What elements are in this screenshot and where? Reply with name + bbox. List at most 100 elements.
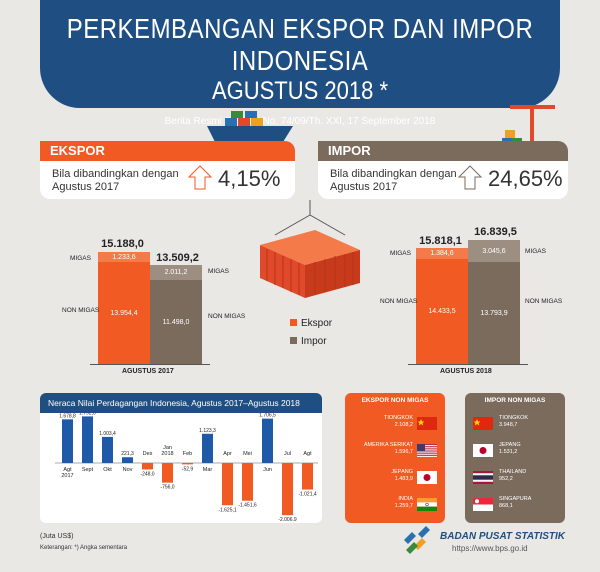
neraca-value-label: 1.003,4: [99, 431, 116, 437]
legend-impor-label: Impor: [301, 336, 327, 347]
header-banner: PERKEMBANGAN EKSPOR DAN IMPOR INDONESIA …: [40, 0, 560, 127]
axis-line: [90, 364, 210, 365]
country-item: INDIA 1.259,7: [345, 493, 445, 517]
ekspor-compare-line2: Agustus 2017: [52, 181, 120, 193]
migas-label: MIGAS: [390, 250, 411, 257]
impor-2017-migas: 2.011,2: [150, 265, 202, 280]
flag-icon: [473, 498, 493, 511]
neraca-month-label: Sept: [82, 467, 94, 473]
up-arrow-icon: [458, 165, 482, 190]
impor-nonmigas-title: IMPOR NON MIGAS: [484, 397, 546, 404]
impor-2018-migas: 3.045,6: [468, 240, 520, 262]
impor-2018-bar: 3.045,6 13.793,9: [468, 240, 520, 364]
country-value: 1.259,7: [394, 503, 413, 509]
neraca-month-label: 2018: [161, 451, 173, 457]
country-item: TIONGKOK 3.948,7: [465, 412, 565, 436]
neraca-value-label: 221,3: [121, 451, 134, 457]
neraca-chart: 1.678,8Agt20171.792,0Sept1.003,4Okt221,3…: [55, 413, 318, 521]
neraca-value-label: -1.451,6: [238, 503, 257, 509]
neraca-month-label: Agt: [303, 451, 312, 457]
country-item: TIONGKOK 2.108,2: [345, 412, 445, 436]
legend-impor: Impor: [290, 336, 327, 347]
ekspor-2018-total: 15.818,1: [419, 235, 462, 247]
neraca-bar: [82, 416, 93, 463]
legend-ekspor: Ekspor: [290, 318, 332, 329]
ekspor-2017-migas: 1.233,6: [98, 252, 150, 262]
impor-compare-line2: Agustus 2017: [330, 181, 398, 193]
period-2018: AGUSTUS 2018: [440, 368, 492, 375]
neraca-value-label: 1.706,5: [259, 413, 276, 419]
flag-icon: [417, 498, 437, 511]
neraca-month-label: 2017: [61, 473, 73, 479]
neraca-month-label: Okt: [103, 467, 112, 473]
neraca-value-label: -1.021,4: [298, 492, 317, 498]
org-url: https://www.bps.go.id: [452, 544, 528, 553]
nonmigas-label: NON MIGAS: [525, 298, 563, 305]
neraca-month-label: Jan: [163, 445, 172, 451]
country-value: 2.108,2: [394, 422, 413, 428]
country-item: JEPANG 1.483,9: [345, 466, 445, 490]
country-value: 952,2: [499, 476, 513, 482]
country-item: THAILAND 952,2: [465, 466, 565, 490]
neraca-bar: [262, 418, 273, 463]
flag-icon: [417, 471, 437, 484]
country-name: SINGAPURA: [499, 496, 532, 502]
country-item: AMERIKA SERIKAT 1.596,7: [345, 439, 445, 463]
note-label: Keterangan: *) Angka sementara: [40, 545, 128, 551]
ekspor-compare: Bila dibandingkan dengan Agustus 2017: [52, 168, 179, 194]
neraca-month-label: Mei: [243, 451, 252, 457]
flag-icon: [473, 471, 493, 484]
migas-label: MIGAS: [208, 268, 229, 275]
neraca-value-label: -52,9: [182, 466, 194, 472]
neraca-value-label: -248,0: [140, 471, 154, 477]
neraca-bar: [202, 433, 213, 463]
neraca-bar: [222, 463, 233, 506]
subtitle: Berita Resmi Statistik No. 74/09/Th. XXI…: [164, 116, 436, 127]
neraca-value-label: -756,0: [160, 485, 174, 491]
neraca-bar: [302, 463, 313, 490]
country-name: AMERIKA SERIKAT: [363, 442, 413, 448]
neraca-bar: [182, 463, 193, 465]
migas-label: MIGAS: [70, 255, 91, 262]
neraca-value-label: 1.792,0: [79, 413, 96, 416]
impor-2017-nonmigas: 11.498,0: [150, 280, 202, 364]
title-line1: PERKEMBANGAN EKSPOR DAN IMPOR INDONESIA: [66, 13, 534, 78]
neraca-month-label: Des: [143, 451, 153, 457]
ekspor-change: 4,15%: [218, 166, 281, 191]
neraca-bar: [62, 419, 73, 463]
neraca-month-label: Apr: [223, 451, 232, 457]
neraca-month-label: Feb: [183, 451, 192, 457]
ekspor-2018-nonmigas: 14.433,5: [416, 259, 468, 364]
up-arrow-icon: [188, 165, 212, 190]
org-name: BADAN PUSAT STATISTIK: [440, 531, 565, 542]
flag-icon: [473, 444, 493, 457]
country-value: 1.596,7: [394, 449, 413, 455]
neraca-month-label: Jun: [263, 467, 272, 473]
legend-ekspor-label: Ekspor: [301, 318, 333, 329]
neraca-value-label: 1.123,3: [199, 428, 216, 434]
impor-2018-nonmigas: 13.793,9: [468, 262, 520, 364]
ekspor-2017-nonmigas: 13.954,4: [98, 262, 150, 364]
country-name: JEPANG: [391, 469, 413, 475]
impor-label: IMPOR: [318, 141, 568, 161]
country-value: 1.531,2: [499, 449, 518, 455]
cargo-ship-icon: [207, 111, 293, 142]
impor-compare: Bila dibandingkan dengan Agustus 2017: [330, 168, 457, 194]
ekspor-2017-total: 15.188,0: [101, 238, 144, 250]
neraca-bar: [102, 436, 113, 463]
impor-2017-bar: 2.011,2 11.498,0: [150, 265, 202, 364]
title-line2: AGUSTUS 2018 *: [211, 76, 389, 105]
country-name: THAILAND: [499, 469, 527, 475]
bps-logo-icon: [404, 526, 430, 554]
impor-2018-total: 16.839,5: [474, 226, 517, 238]
neraca-month-label: Agt: [63, 467, 72, 473]
unit-label: (Juta US$): [40, 533, 74, 540]
neraca-bar: [142, 463, 153, 470]
neraca-month-label: Mar: [203, 467, 213, 473]
flag-icon: [473, 417, 493, 430]
flag-icon: [417, 444, 437, 457]
country-item: SINGAPURA 868,1: [465, 493, 565, 517]
country-name: INDIA: [398, 496, 413, 502]
ekspor-2017-bar: 1.233,6 13.954,4: [98, 252, 150, 364]
container-icon: [260, 200, 360, 298]
